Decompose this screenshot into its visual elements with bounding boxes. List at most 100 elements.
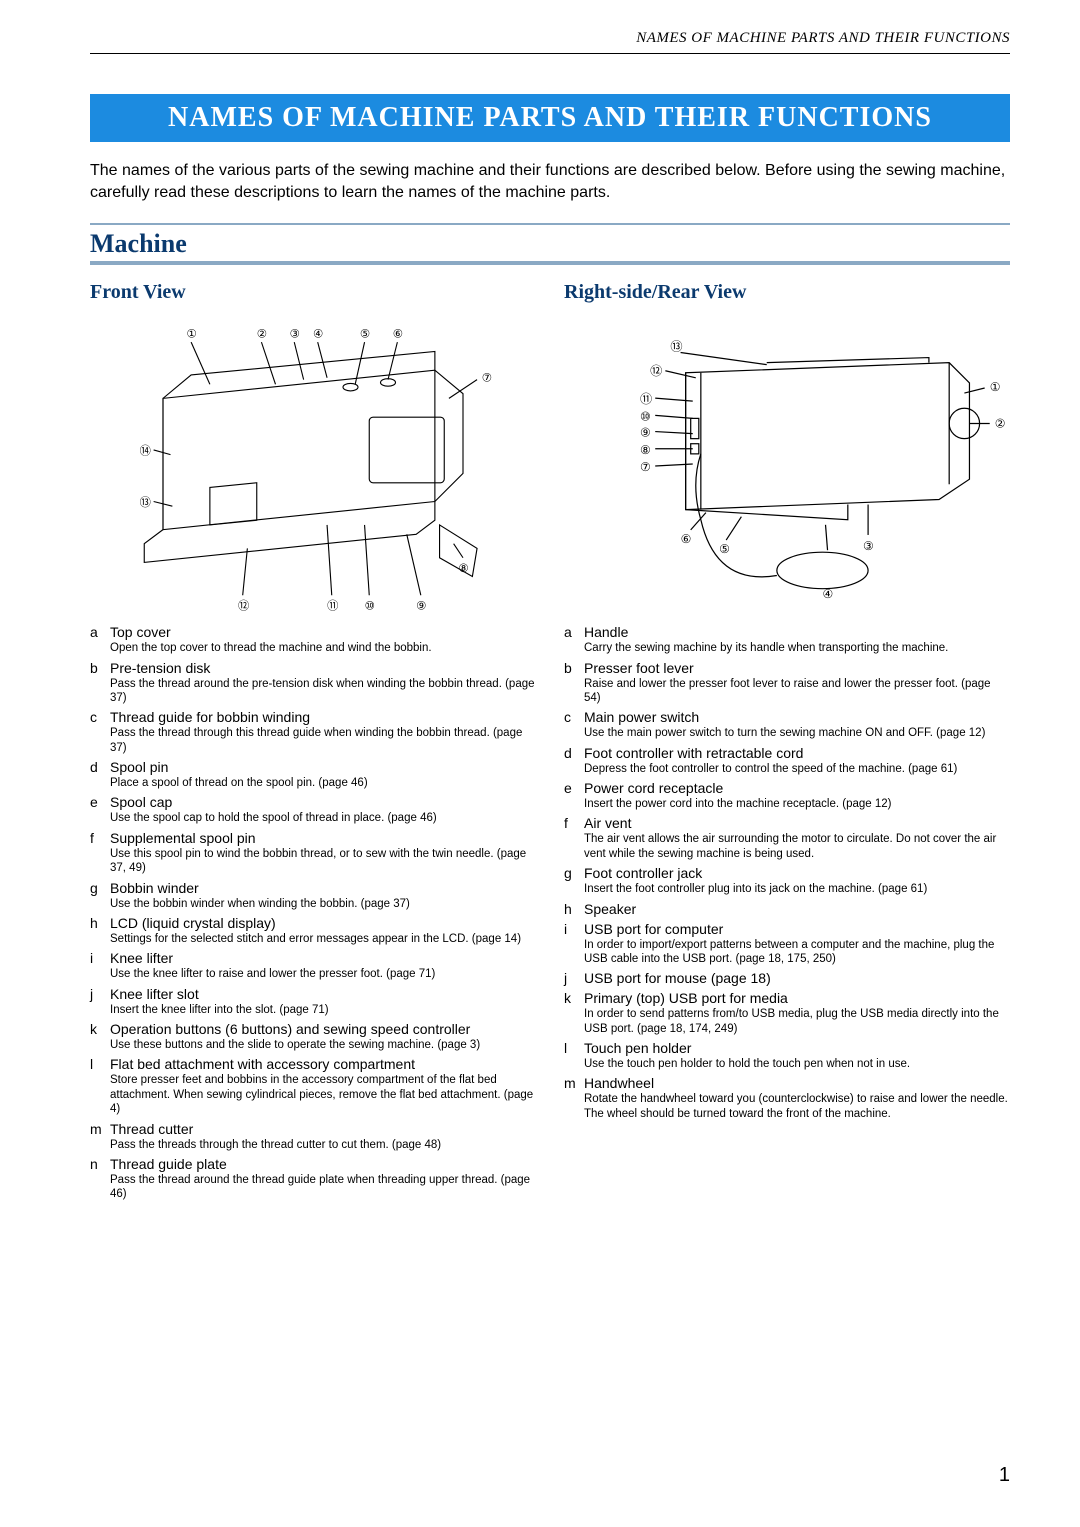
section-heading-text: Machine (90, 229, 187, 258)
part-name: Primary (top) USB port for media (584, 990, 1010, 1006)
callout-r5: ⑤ (719, 542, 730, 556)
part-name: Thread guide for bobbin winding (110, 709, 536, 725)
callout-r3: ③ (863, 539, 874, 553)
intro-paragraph: The names of the various parts of the se… (90, 160, 1010, 203)
part-letter: d (90, 759, 110, 790)
callout-9: ⑨ (416, 601, 426, 613)
part-item: gBobbin winderUse the bobbin winder when… (90, 880, 536, 911)
part-letter: k (564, 990, 584, 1036)
part-description: In order to import/export patterns betwe… (584, 938, 1010, 967)
part-name: Thread guide plate (110, 1156, 536, 1172)
part-letter: f (90, 830, 110, 876)
part-description: Insert the knee lifter into the slot. (p… (110, 1003, 536, 1017)
part-item: ePower cord receptacleInsert the power c… (564, 780, 1010, 811)
callout-10: ⑩ (365, 601, 375, 613)
part-item: cMain power switchUse the main power swi… (564, 709, 1010, 740)
callout-8: ⑧ (458, 563, 468, 575)
part-description: Raise and lower the presser foot lever t… (584, 677, 1010, 706)
part-name: Main power switch (584, 709, 1010, 725)
part-description: Insert the power cord into the machine r… (584, 797, 1010, 811)
callout-r11: ⑪ (640, 392, 652, 406)
callout-r13: ⑬ (670, 340, 682, 354)
part-description: Use the main power switch to turn the se… (584, 726, 1010, 740)
part-item: bPresser foot leverRaise and lower the p… (564, 660, 1010, 706)
part-name: Pre-tension disk (110, 660, 536, 676)
part-name: Supplemental spool pin (110, 830, 536, 846)
part-name: Flat bed attachment with accessory compa… (110, 1056, 536, 1072)
part-letter: a (564, 624, 584, 655)
part-item: iKnee lifterUse the knee lifter to raise… (90, 950, 536, 981)
part-description: Place a spool of thread on the spool pin… (110, 776, 536, 790)
front-view-column: Front View (90, 281, 536, 1206)
part-name: Presser foot lever (584, 660, 1010, 676)
callout-r7: ⑦ (640, 460, 651, 474)
part-name: Spool cap (110, 794, 536, 810)
part-letter: k (90, 1021, 110, 1052)
part-description: Pass the threads through the thread cutt… (110, 1138, 536, 1152)
part-name: Bobbin winder (110, 880, 536, 896)
part-description: Settings for the selected stitch and err… (110, 932, 536, 946)
page-number: 1 (999, 1464, 1010, 1487)
rear-view-heading: Right-side/Rear View (564, 281, 1010, 304)
part-description: Use these buttons and the slide to opera… (110, 1038, 536, 1052)
callout-14: ⑭ (140, 445, 151, 458)
part-name: Knee lifter slot (110, 986, 536, 1002)
part-item: iUSB port for computerIn order to import… (564, 921, 1010, 967)
callout-5: ⑤ (360, 329, 370, 341)
part-letter: b (90, 660, 110, 706)
rear-view-column: Right-side/Rear View (564, 281, 1010, 1206)
part-description: Carry the sewing machine by its handle w… (584, 641, 1010, 655)
part-description: Open the top cover to thread the machine… (110, 641, 536, 655)
part-letter: m (90, 1121, 110, 1152)
part-description: Pass the thread through this thread guid… (110, 726, 536, 755)
part-item: lFlat bed attachment with accessory comp… (90, 1056, 536, 1116)
part-item: mHandwheelRotate the handwheel toward yo… (564, 1075, 1010, 1121)
part-letter: c (564, 709, 584, 740)
callout-r12: ⑫ (650, 364, 662, 378)
callout-13: ⑬ (140, 496, 151, 509)
part-letter: c (90, 709, 110, 755)
front-view-heading: Front View (90, 281, 536, 304)
part-item: hLCD (liquid crystal display)Settings fo… (90, 915, 536, 946)
part-item: kOperation buttons (6 buttons) and sewin… (90, 1021, 536, 1052)
page-title-band: NAMES OF MACHINE PARTS AND THEIR FUNCTIO… (90, 94, 1010, 142)
part-name: Thread cutter (110, 1121, 536, 1137)
part-letter: l (90, 1056, 110, 1116)
part-description: The air vent allows the air surrounding … (584, 832, 1010, 861)
part-letter: m (564, 1075, 584, 1121)
part-description: Use this spool pin to wind the bobbin th… (110, 847, 536, 876)
part-letter: a (90, 624, 110, 655)
rear-parts-list: aHandleCarry the sewing machine by its h… (564, 624, 1010, 1121)
part-item: fAir ventThe air vent allows the air sur… (564, 815, 1010, 861)
part-letter: h (90, 915, 110, 946)
part-item: nThread guide platePass the thread aroun… (90, 1156, 536, 1202)
part-name: Speaker (584, 901, 1010, 917)
callout-2: ② (257, 329, 267, 341)
part-letter: e (90, 794, 110, 825)
part-description: Use the spool cap to hold the spool of t… (110, 811, 536, 825)
part-letter: g (90, 880, 110, 911)
callout-4: ④ (313, 329, 323, 341)
part-description: Use the knee lifter to raise and lower t… (110, 967, 536, 981)
two-column-layout: Front View (90, 281, 1010, 1206)
part-letter: h (564, 901, 584, 917)
callout-r10: ⑩ (640, 410, 651, 424)
part-letter: l (564, 1040, 584, 1071)
part-description: Store presser feet and bobbins in the ac… (110, 1073, 536, 1116)
part-letter: g (564, 865, 584, 896)
part-item: aHandleCarry the sewing machine by its h… (564, 624, 1010, 655)
part-letter: e (564, 780, 584, 811)
part-name: Top cover (110, 624, 536, 640)
part-name: Operation buttons (6 buttons) and sewing… (110, 1021, 536, 1037)
part-item: lTouch pen holderUse the touch pen holde… (564, 1040, 1010, 1071)
running-header: NAMES OF MACHINE PARTS AND THEIR FUNCTIO… (90, 30, 1010, 54)
part-item: dSpool pinPlace a spool of thread on the… (90, 759, 536, 790)
callout-r4: ④ (822, 587, 833, 601)
part-item: gFoot controller jackInsert the foot con… (564, 865, 1010, 896)
part-item: jUSB port for mouse (page 18) (564, 970, 1010, 986)
rear-view-diagram: ⑬ ⑫ ⑪ ⑩ ⑨ ⑧ ⑦ ⑥ ⑤ ④ ③ ① ② (564, 314, 1010, 614)
part-description: Use the bobbin winder when winding the b… (110, 897, 536, 911)
part-letter: j (90, 986, 110, 1017)
part-item: cThread guide for bobbin windingPass the… (90, 709, 536, 755)
callout-6: ⑥ (393, 329, 403, 341)
